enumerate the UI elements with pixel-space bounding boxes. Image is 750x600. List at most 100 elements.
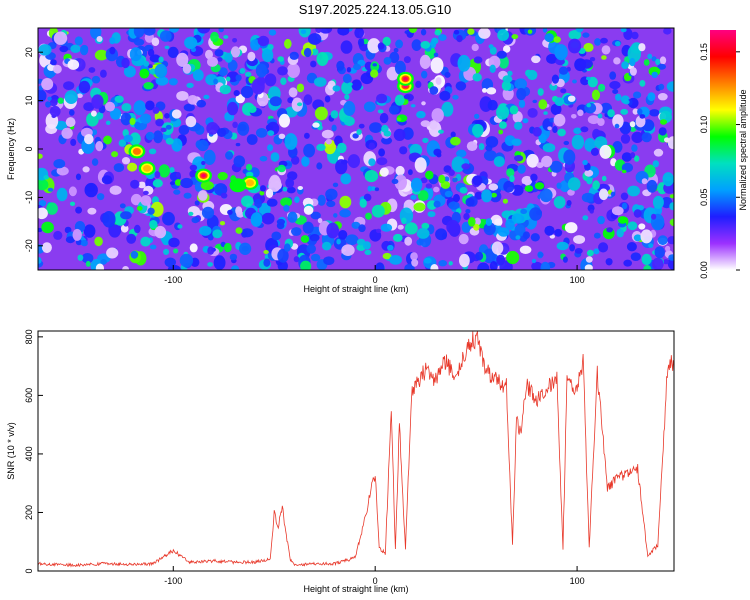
heatmap-blob xyxy=(658,83,665,90)
heatmap-blob xyxy=(153,130,163,144)
heatmap-blob xyxy=(120,224,129,233)
heatmap-blob xyxy=(410,177,423,192)
heatmap-blob xyxy=(585,256,593,263)
heatmap-blob xyxy=(176,91,189,101)
heatmap-blob xyxy=(456,149,467,158)
heatmap-blob xyxy=(154,225,167,239)
heatmap-blob xyxy=(396,117,402,122)
heatmap-blob xyxy=(593,232,601,239)
heatmap-blob xyxy=(382,36,391,47)
heatmap-blob xyxy=(438,34,447,41)
heatmap-blob xyxy=(56,166,69,176)
colorbar: 0.00 0.05 0.10 0.15 Normalized spectral amp… xyxy=(699,30,748,279)
heatmap-blob xyxy=(207,56,218,67)
heatmap-blob xyxy=(287,63,300,78)
heatmap-blob xyxy=(129,117,136,125)
heatmap-blob xyxy=(133,100,146,116)
heatmap-blob xyxy=(497,227,510,237)
heatmap-blob xyxy=(189,243,198,253)
heatmap-blob xyxy=(95,263,104,270)
heatmap-blob xyxy=(620,133,631,144)
heatmap-blob xyxy=(183,103,195,112)
heatmap-blob xyxy=(638,43,646,52)
heatmap-blob xyxy=(408,169,413,176)
heatmap-blob xyxy=(284,38,292,49)
heatmap-blob xyxy=(532,127,542,137)
heatmap-blob xyxy=(534,182,545,190)
heatmap-blob xyxy=(416,228,430,239)
heatmap-blob xyxy=(246,134,258,145)
heatmap-x-tick-label: -100 xyxy=(164,275,182,285)
heatmap-blob xyxy=(137,181,147,189)
heatmap-blob xyxy=(81,253,94,264)
heatmap-blob xyxy=(482,248,496,264)
heatmap-blob xyxy=(143,82,154,90)
heatmap-blob xyxy=(553,113,566,127)
heatmap-blob xyxy=(340,173,352,185)
heatmap-blob xyxy=(235,227,243,234)
heatmap-blob xyxy=(522,231,531,239)
heatmap-blob xyxy=(641,132,652,143)
heatmap-blob xyxy=(357,38,365,47)
heatmap-blob xyxy=(668,254,674,261)
heatmap-blob xyxy=(571,114,577,119)
heatmap-blob xyxy=(297,102,303,107)
heatmap-blob xyxy=(547,126,552,131)
heatmap-blob xyxy=(56,187,68,202)
heatmap-blob xyxy=(201,206,215,219)
heatmap-blob xyxy=(301,156,310,167)
heatmap-blob xyxy=(309,234,320,242)
heatmap-blob xyxy=(614,41,621,47)
heatmap-blob xyxy=(514,78,527,90)
heatmap-blob xyxy=(105,101,115,112)
heatmap-blob xyxy=(420,120,431,127)
heatmap-blob xyxy=(594,38,601,46)
heatmap-blob xyxy=(444,71,451,78)
heatmap-blob xyxy=(377,42,385,50)
heatmap-blob xyxy=(556,241,569,251)
heatmap-blob xyxy=(478,28,491,39)
heatmap-blob xyxy=(421,222,430,230)
line-y-tick-label: 200 xyxy=(24,505,34,520)
heatmap-blob xyxy=(171,109,182,119)
heatmap-blob xyxy=(609,71,617,80)
heatmap-blob xyxy=(256,127,268,138)
heatmap-blob xyxy=(455,81,467,91)
heatmap-blob xyxy=(224,52,233,63)
heatmap-blob xyxy=(597,118,605,126)
heatmap-blob xyxy=(621,202,628,210)
heatmap-blob xyxy=(621,61,629,69)
heatmap-blob xyxy=(227,59,238,72)
heatmap-blob xyxy=(458,233,469,245)
heatmap-blob xyxy=(556,182,562,189)
heatmap-blob xyxy=(347,154,360,169)
heatmap-blob xyxy=(657,235,668,246)
heatmap-blob xyxy=(306,244,317,254)
heatmap-blob xyxy=(478,143,485,151)
heatmap-blob xyxy=(145,131,155,141)
heatmap-blob xyxy=(601,175,607,182)
heatmap-blob xyxy=(496,50,507,59)
colorbar-tick-label: 0.10 xyxy=(699,116,709,134)
heatmap-hotspots xyxy=(128,71,414,193)
heatmap-blob xyxy=(429,120,438,130)
heatmap-blob xyxy=(210,31,219,43)
heatmap-blob xyxy=(43,175,49,180)
heatmap-blob xyxy=(285,177,295,189)
heatmap-blob xyxy=(605,258,613,266)
heatmap-blob xyxy=(109,185,122,195)
heatmap-blob xyxy=(427,211,436,218)
heatmap-blob xyxy=(337,28,350,36)
heatmap-blob xyxy=(591,89,601,101)
heatmap-blob xyxy=(429,86,439,95)
colorbar-label: Normalized spectral amplitude xyxy=(738,89,748,210)
heatmap-blob xyxy=(638,223,646,230)
heatmap-blob xyxy=(598,242,609,253)
heatmap-blob xyxy=(263,258,271,267)
heatmap-blob xyxy=(277,56,285,62)
heatmap-blob xyxy=(481,189,492,203)
heatmap-blob xyxy=(657,63,666,70)
heatmap-blob xyxy=(283,204,290,212)
heatmap-blob xyxy=(53,159,66,169)
